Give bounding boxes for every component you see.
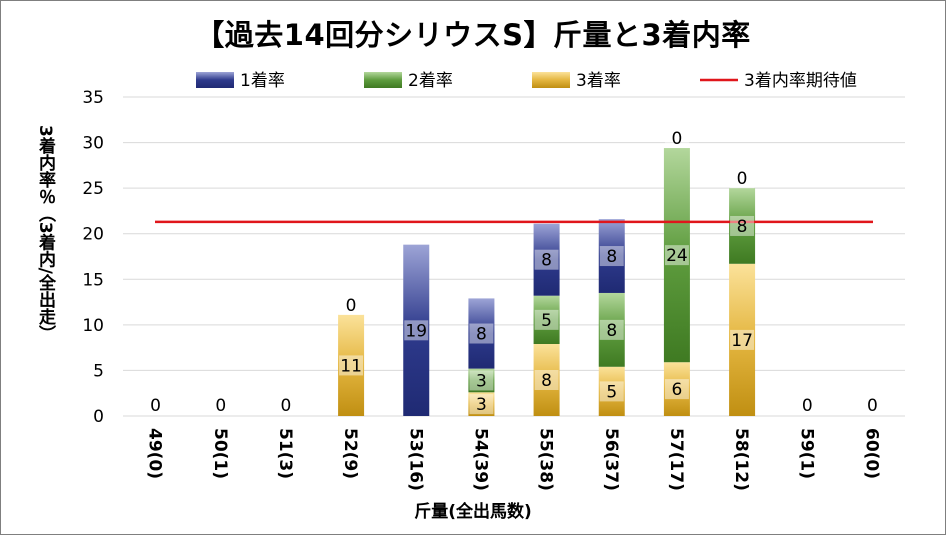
legend-label: 1着率: [240, 71, 285, 91]
data-label-bg: [469, 323, 494, 344]
legend-label: 2着率: [408, 71, 453, 91]
chart-title: 【過去14回分シリウスS】斤量と3着内率: [195, 18, 751, 52]
x-tick-label: 50(1): [210, 428, 230, 479]
bar-segment: [598, 219, 625, 293]
data-label: 5: [541, 311, 552, 331]
x-tick-label: 54(39): [470, 428, 490, 491]
data-label: 19: [405, 321, 427, 341]
data-label-bg: [534, 309, 559, 330]
data-label: 8: [606, 247, 617, 267]
data-label-bg: [664, 245, 689, 266]
x-tick-label: 53(16): [405, 428, 425, 491]
data-label: 0: [346, 296, 357, 316]
data-label-bg: [795, 395, 820, 415]
bar-segment: [468, 368, 495, 393]
y-tick-label: 5: [93, 361, 104, 381]
data-label: 8: [541, 371, 552, 391]
data-label-bg: [339, 294, 364, 315]
data-label: 6: [672, 380, 683, 400]
data-label: 8: [606, 321, 617, 341]
data-label: 8: [737, 217, 748, 237]
data-label-bg: [469, 394, 494, 415]
legend-swatch: [196, 72, 234, 88]
data-label: 8: [476, 325, 487, 345]
data-label-bg: [860, 395, 885, 415]
data-label-bg: [404, 320, 429, 341]
data-label: 0: [281, 396, 292, 416]
data-label: 5: [606, 382, 617, 402]
data-label: 0: [867, 396, 878, 416]
data-label-bg: [599, 381, 624, 402]
x-tick-label: 60(0): [861, 428, 881, 479]
data-label: 0: [737, 169, 748, 189]
data-label-bg: [664, 128, 689, 149]
bar-segment: [663, 148, 690, 363]
x-tick-label: 58(12): [731, 428, 751, 491]
bar-segment: [403, 244, 430, 416]
y-tick-label: 30: [82, 134, 104, 154]
y-tick-label: 0: [93, 407, 104, 427]
y-tick-label: 20: [82, 225, 104, 245]
bar-segment: [729, 188, 756, 264]
bar-segment: [663, 362, 690, 416]
data-label-bg: [273, 395, 298, 415]
data-label-bg: [339, 355, 364, 376]
bar-segment: [533, 295, 560, 344]
data-label-bg: [143, 395, 168, 415]
data-label: 0: [802, 396, 813, 416]
data-label-bg: [534, 249, 559, 270]
data-label: 0: [150, 396, 161, 416]
legend-swatch: [364, 72, 402, 88]
data-label: 0: [672, 129, 683, 149]
bar-segment: [729, 263, 756, 416]
y-tick-label: 10: [82, 316, 104, 336]
data-label: 0: [215, 396, 226, 416]
y-axis-label: 3着内率％（3着内/全出走）: [35, 125, 55, 342]
data-label-bg: [730, 168, 755, 189]
bar-segment: [468, 392, 495, 416]
data-label-bg: [664, 379, 689, 400]
legend-label: 3着率: [576, 71, 621, 91]
data-label-bg: [599, 246, 624, 267]
y-tick-label: 35: [82, 88, 104, 108]
bar-segment: [533, 343, 560, 416]
data-label: 17: [731, 331, 753, 351]
x-tick-label: 56(37): [601, 428, 621, 491]
data-label-bg: [534, 369, 559, 390]
data-label-bg: [469, 370, 494, 391]
legend-swatch: [532, 72, 570, 88]
data-label-bg: [730, 215, 755, 236]
data-label-bg: [208, 395, 233, 415]
x-tick-label: 49(0): [145, 428, 165, 479]
legend-label: 3着内率期待値: [744, 71, 857, 91]
x-tick-label: 57(17): [666, 428, 686, 491]
data-label: 3: [476, 371, 487, 391]
y-tick-label: 15: [82, 270, 104, 290]
data-label-bg: [730, 329, 755, 350]
bar-segment: [533, 223, 560, 296]
y-tick-label: 25: [82, 179, 104, 199]
data-label: 11: [340, 356, 362, 376]
data-label: 24: [666, 246, 688, 266]
x-tick-label: 51(3): [275, 428, 295, 479]
bar-segment: [338, 314, 365, 416]
x-tick-label: 52(9): [340, 428, 360, 479]
x-tick-label: 59(1): [796, 428, 816, 479]
data-label: 3: [476, 395, 487, 415]
bar-segment: [598, 366, 625, 416]
x-axis-label: 斤量(全出馬数): [414, 502, 532, 522]
bar-segment: [468, 298, 495, 369]
bar-segment: [598, 292, 625, 367]
data-label: 8: [541, 251, 552, 271]
data-label-bg: [599, 319, 624, 340]
x-tick-label: 55(38): [536, 428, 556, 491]
